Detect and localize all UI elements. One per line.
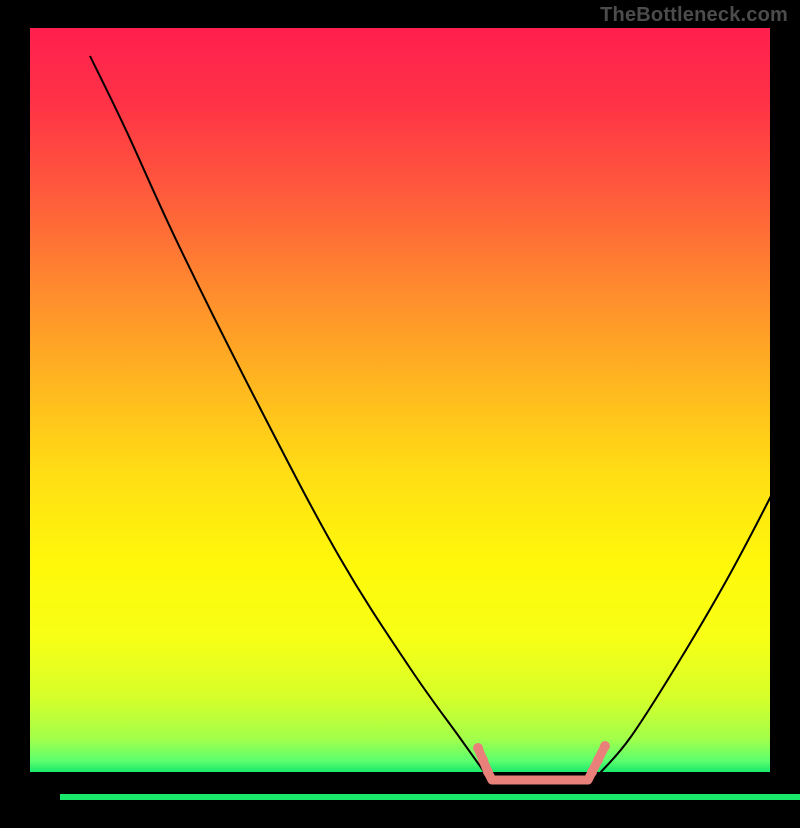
- trough-marker-dot: [483, 767, 493, 777]
- trough-marker-dot: [587, 767, 597, 777]
- plot-area: [30, 28, 770, 772]
- chart-frame: TheBottleneck.com: [0, 0, 800, 800]
- trough-marker-dot: [473, 743, 483, 753]
- curve-left-branch: [90, 56, 485, 773]
- curve-right-branch: [600, 436, 800, 773]
- trough-marker-dot: [600, 741, 610, 751]
- trough-marker-dot: [478, 755, 488, 765]
- trough-marker-dot: [593, 755, 603, 765]
- chart-overlay: [30, 28, 800, 828]
- watermark-text: TheBottleneck.com: [600, 4, 788, 27]
